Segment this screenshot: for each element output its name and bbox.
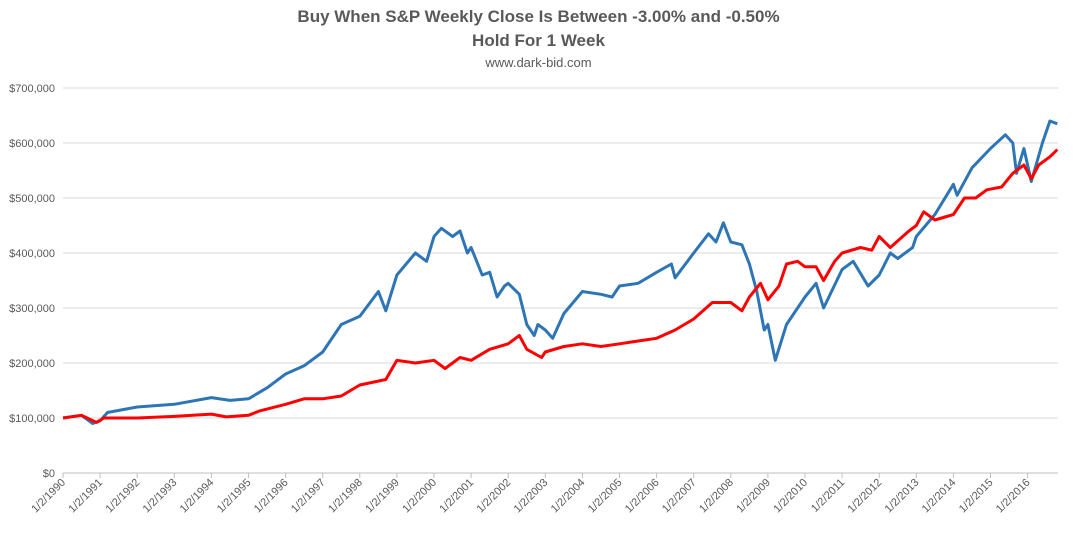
x-tick-label: 1/2/2000 [400,477,439,516]
x-tick-label: 1/2/2004 [549,477,588,516]
x-tick-label: 1/2/2016 [994,477,1033,516]
x-tick-label: 1/2/1996 [252,477,291,516]
x-tick-label: 1/2/2006 [623,477,662,516]
x-tick-label: 1/2/1995 [215,477,254,516]
x-tick-label: 1/2/1990 [29,477,68,516]
x-tick-label: 1/2/1993 [141,477,180,516]
y-tick-label: $200,000 [9,358,55,370]
y-tick-label: $300,000 [9,303,55,315]
x-tick-label: 1/2/2013 [883,477,922,516]
x-tick-label: 1/2/2007 [660,477,699,516]
x-tick-label: 1/2/2009 [734,477,773,516]
x-tick-label: 1/2/1998 [326,477,365,516]
x-tick-label: 1/2/2014 [920,477,959,516]
y-tick-label: $100,000 [9,413,55,425]
x-tick-label: 1/2/2012 [846,477,885,516]
x-tick-label: 1/2/2001 [437,477,476,516]
x-tick-label: 1/2/2010 [771,477,810,516]
y-tick-label: $0 [43,468,55,480]
x-tick-label: 1/2/1999 [363,477,402,516]
x-tick-label: 1/2/2011 [809,477,847,515]
x-tick-label: 1/2/1997 [289,477,328,516]
y-tick-label: $400,000 [9,248,55,260]
series-line-strategy [62,148,1059,424]
series-line-sp-buy-hold [62,119,1058,425]
y-tick-label: $700,000 [9,83,55,95]
y-tick-label: $500,000 [9,193,55,205]
x-tick-label: 1/2/1994 [178,477,217,516]
x-tick-label: 1/2/1991 [66,477,105,516]
x-tick-label: 1/2/1992 [104,477,143,516]
chart-title: Buy When S&P Weekly Close Is Between -3.… [297,7,780,26]
x-tick-label: 1/2/2015 [957,477,996,516]
chart-title-line2: Hold For 1 Week [472,31,605,50]
x-tick-label: 1/2/2002 [475,477,514,516]
x-tick-label: 1/2/2003 [512,477,551,516]
x-tick-label: 1/2/2005 [586,477,625,516]
x-tick-label: 1/2/2008 [697,477,736,516]
chart-subtitle: www.dark-bid.com [485,55,592,70]
y-tick-label: $600,000 [9,138,55,150]
